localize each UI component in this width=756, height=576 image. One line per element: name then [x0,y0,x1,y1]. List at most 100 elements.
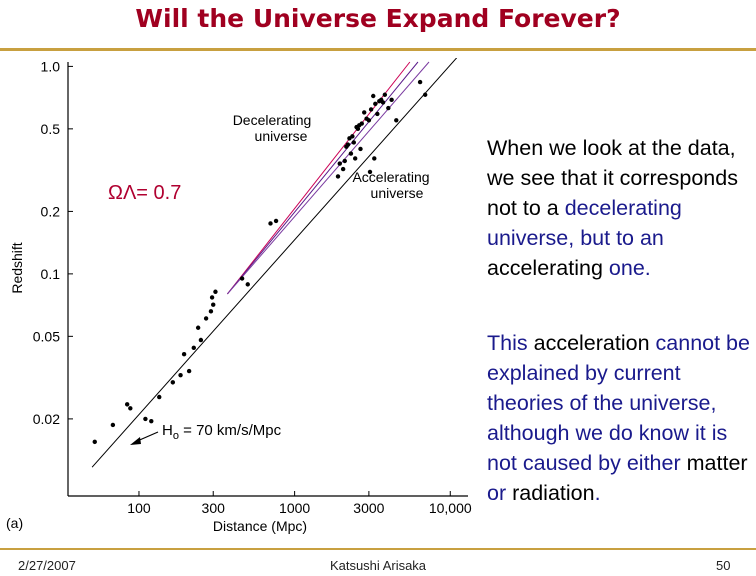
data-point [268,221,273,226]
accelerating-label-line1: Accelerating [352,169,429,185]
data-point [245,282,250,287]
data-point [337,161,342,166]
paragraph-acceleration: This acceleration cannot be explained by… [487,328,755,508]
omega-lambda-label: ΩΛ= 0.7 [108,182,181,204]
paragraph-observation: When we look at the data, we see that it… [487,133,755,283]
y-tick-label: 1.0 [41,58,61,74]
data-point [352,156,358,161]
data-point [198,337,204,343]
footer-author: Katsushi Arisaka [329,558,427,573]
data-point [382,92,388,97]
y-axis-title: Redshift [9,242,25,293]
y-axis-ticks: 1.0 0.5 0.2 0.1 0.05 0.02 [33,58,73,427]
model-line [227,61,419,295]
data-point [92,439,97,445]
data-point [373,101,378,107]
h0-label: Ho = 70 km/s/Mpc [162,422,282,442]
y-tick-label: 0.02 [33,411,60,427]
data-point [358,146,363,152]
data-point [350,134,355,139]
para2-acceleration: acceleration [533,331,650,355]
data-point [170,380,176,385]
data-point [157,394,162,400]
para1-decelerating: decelerating [564,196,682,220]
data-point [342,158,347,164]
data-point [367,169,373,175]
para1-middle: universe, but to an [487,226,664,250]
data-points [92,79,428,445]
data-point [368,107,374,112]
para1-end: one. [608,256,651,280]
data-point [344,144,349,149]
decelerating-label-line2: universe [255,128,308,144]
slide-title: Will the Universe Expand Forever? [135,4,621,33]
data-point [348,151,354,156]
x-axis-ticks: 100 300 1000 3000 10,000 [127,491,472,516]
data-point [209,295,215,300]
data-point [273,218,279,224]
h0-symbol: H [162,422,173,439]
data-point [178,372,183,378]
x-tick-label: 100 [127,500,151,516]
data-point [371,93,376,99]
data-point [389,97,394,103]
decelerating-label-line1: Decelerating [233,112,312,128]
footer-rule [0,548,756,550]
h0-value: = 70 km/s/Mpc [179,422,282,439]
hubble-diagram: 100 300 1000 3000 10,000 1.0 0.5 0.2 0.1 0.05 0.0… [6,58,472,534]
para1-accelerating: accelerating [487,256,603,280]
accelerating-label-line2: universe [371,185,424,201]
data-point [351,140,356,145]
data-point [340,166,346,172]
data-point [124,402,130,407]
data-point [372,156,377,161]
data-point [359,121,364,126]
y-tick-label: 0.5 [41,121,61,137]
y-tick-label: 0.1 [41,266,61,282]
data-point [239,276,245,281]
h0-subscript: o [173,430,179,442]
para2-period: . [594,481,601,505]
footer-date: 2/27/2007 [18,558,76,573]
callout-arrow-head [130,437,141,445]
title-rule [0,48,756,51]
data-point [394,118,399,123]
data-point [128,406,133,411]
y-tick-label: 0.05 [33,328,60,344]
para2-middle: cannot be explained by current theories … [487,331,750,475]
data-point [203,316,209,321]
data-point [181,352,187,357]
data-point [208,309,214,314]
y-tick-label: 0.2 [41,203,61,219]
x-tick-label: 10,000 [429,500,472,516]
para1-intro: When we look at the data, we see that it… [487,136,738,220]
data-point [366,118,372,123]
data-point [110,422,116,428]
data-point [335,174,341,179]
chart-axes [67,62,468,497]
data-point [355,126,361,132]
para2-intro: This [487,331,528,355]
data-point [417,79,423,85]
model-line [91,58,458,468]
para2-radiation: radiation [512,481,595,505]
x-tick-label: 300 [202,500,226,516]
data-point [143,416,148,422]
panel-label: (a) [6,515,23,531]
data-point [213,289,218,294]
data-point [195,325,201,330]
x-axis-title: Distance (Mpc) [213,518,307,534]
para2-or: or [487,481,507,505]
para2-matter: matter [686,451,748,475]
data-point [191,345,196,351]
x-tick-label: 3000 [353,500,384,516]
model-line [227,61,430,295]
data-point [386,105,391,111]
data-point [186,368,192,374]
data-point [375,111,380,117]
hubble-constant-callout: Ho = 70 km/s/Mpc [130,422,282,445]
data-point [422,92,428,97]
data-point [211,302,216,307]
x-tick-label: 1000 [279,500,310,516]
data-point [149,418,154,424]
